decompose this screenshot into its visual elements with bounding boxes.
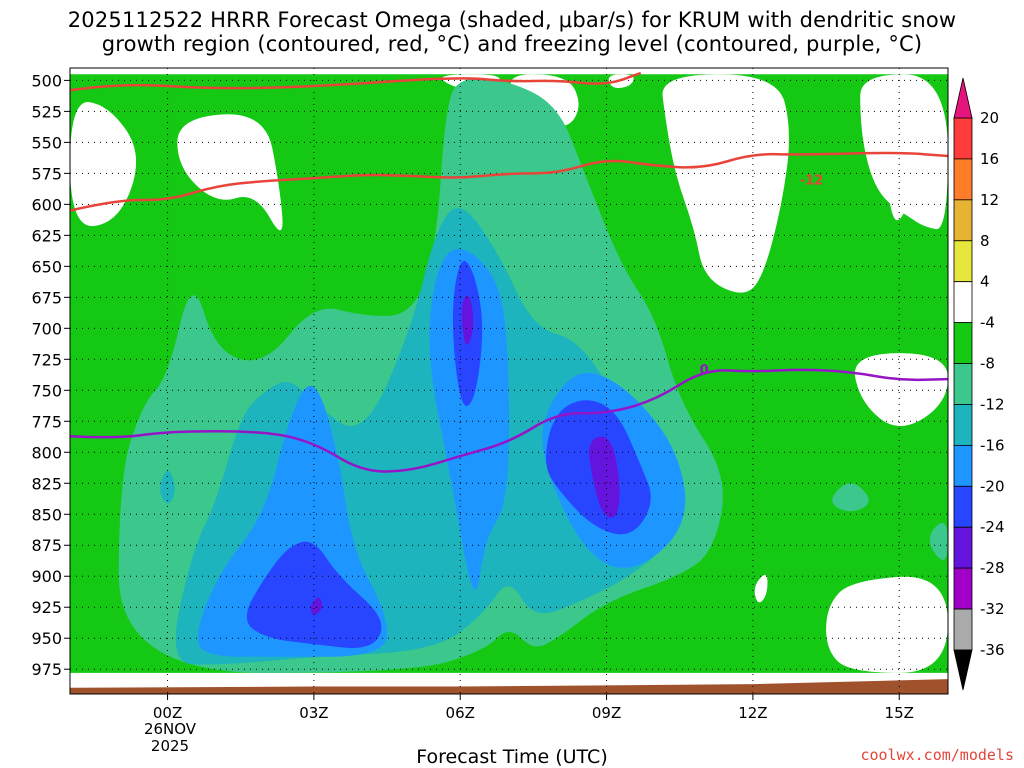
- y-tick-label-750: 750: [31, 381, 62, 400]
- omega-region-14: [832, 483, 869, 512]
- colorbar-swatch-4: [953, 281, 973, 324]
- colorbar-min-arrow: [953, 649, 973, 691]
- y-tick-label-650: 650: [31, 257, 62, 276]
- colorbar-label-7: -12: [980, 395, 1005, 413]
- omega-region-6: [662, 74, 789, 293]
- colorbar-label-1: 16: [980, 150, 999, 168]
- y-tick-label-850: 850: [31, 505, 62, 524]
- colorbar-swatch-11: [953, 567, 973, 610]
- colorbar-label-6: -8: [980, 355, 995, 373]
- colorbar-label-10: -24: [980, 518, 1005, 536]
- omega-region-11: [826, 576, 948, 673]
- y-tick-label-550: 550: [31, 133, 62, 152]
- colorbar-swatch-9: [953, 485, 973, 528]
- y-tick-label-775: 775: [31, 412, 62, 431]
- y-tick-label-800: 800: [31, 443, 62, 462]
- omega-region-1: [70, 101, 137, 227]
- contour-freezing_level: [70, 368, 948, 473]
- colorbar-swatch-0: [953, 117, 973, 160]
- plot-frame: [69, 67, 949, 695]
- y-tick-label-975: 975: [31, 660, 62, 679]
- y-tick-label-675: 675: [31, 288, 62, 307]
- y-tick-label-700: 700: [31, 319, 62, 338]
- colorbar-swatch-10: [953, 526, 973, 569]
- y-tick-label-725: 725: [31, 350, 62, 369]
- colorbar-swatch-8: [953, 444, 973, 487]
- omega-region-21: [246, 541, 382, 649]
- colorbar-swatch-1: [953, 158, 973, 201]
- y-tick-label-950: 950: [31, 629, 62, 648]
- shaded-omega-layer: [70, 74, 948, 673]
- colorbar-swatch-3: [953, 240, 973, 283]
- omega-region-8: [887, 141, 911, 221]
- x-tick-label-1: 03Z: [299, 704, 328, 722]
- colorbar-swatch-5: [953, 322, 973, 364]
- y-tick-label-925: 925: [31, 598, 62, 617]
- colorbar-label-2: 12: [980, 191, 999, 209]
- colorbar-swatch-12: [953, 608, 973, 651]
- colorbar-label-3: 8: [980, 232, 990, 250]
- y-tick-label-575: 575: [31, 164, 62, 183]
- omega-region-26: [589, 436, 620, 518]
- colorbar-label-13: -36: [980, 641, 1005, 659]
- colorbar-label-5: -4: [980, 314, 995, 332]
- chart-title-line-2: growth region (contoured, red, °C) and f…: [101, 32, 923, 56]
- contour-dgz_upper: [70, 71, 642, 92]
- omega-region-19: [429, 248, 509, 590]
- colorbar-label-8: -16: [980, 436, 1005, 454]
- contour-label-freezing_level: 0: [700, 363, 709, 378]
- x-axis-title: Forecast Time (UTC): [416, 746, 608, 768]
- colorbar-label-4: 4: [980, 273, 990, 291]
- omega-region-9: [854, 353, 948, 426]
- y-tick-label-600: 600: [31, 195, 62, 214]
- colorbar-label-0: 20: [980, 109, 999, 127]
- x-tick-label-0: 00Z: [153, 704, 182, 722]
- y-tick-label-825: 825: [31, 474, 62, 493]
- y-tick-label-900: 900: [31, 567, 62, 586]
- contour-label-dgz_lower: -12: [800, 174, 824, 189]
- ground-layer: [70, 679, 948, 694]
- colorbar-label-11: -28: [980, 559, 1005, 577]
- omega-region-15: [929, 522, 948, 561]
- chart-title-line-1: 2025112522 HRRR Forecast Omega (shaded, …: [67, 8, 957, 32]
- x-tick-label-4: 12Z: [738, 704, 767, 722]
- x-tick-label-3: 09Z: [592, 704, 621, 722]
- colorbar-label-9: -20: [980, 477, 1005, 495]
- colorbar-swatch-7: [953, 404, 973, 446]
- omega-region-10: [754, 574, 768, 603]
- x-tick-label-2: 06Z: [446, 704, 475, 722]
- x-axis: 00Z 03Z 06Z 09Z 12Z 15Z: [153, 694, 914, 722]
- omega-region-25: [461, 295, 474, 345]
- contour-dgz_lower: [70, 151, 948, 212]
- date-label-day: 26NOV: [143, 720, 197, 738]
- colorbar-max-arrow: [953, 77, 973, 119]
- ground-surface: [70, 679, 948, 694]
- y-tick-label-500: 500: [31, 71, 62, 90]
- y-axis: 500 525 550 575 600 625 650 675 700 725 750 775 800 8…: [31, 71, 70, 679]
- colorbar-swatch-2: [953, 199, 973, 242]
- credit-link[interactable]: coolwx.com/models: [860, 746, 1014, 764]
- colorbar: 20 16 12 8 4 -4 -8 -12 -16 -20 -24 -28 -32 -36: [953, 77, 1005, 691]
- contour-layer: -12 0: [70, 71, 948, 473]
- colorbar-label-12: -32: [980, 600, 1005, 618]
- omega-region-2: [177, 114, 283, 231]
- y-tick-label-525: 525: [31, 102, 62, 121]
- omega-region-16: [160, 470, 175, 504]
- y-tick-label-625: 625: [31, 226, 62, 245]
- colorbar-swatch-6: [953, 363, 973, 405]
- x-tick-label-5: 15Z: [885, 704, 914, 722]
- y-tick-label-875: 875: [31, 536, 62, 555]
- date-label-year: 2025: [150, 737, 190, 755]
